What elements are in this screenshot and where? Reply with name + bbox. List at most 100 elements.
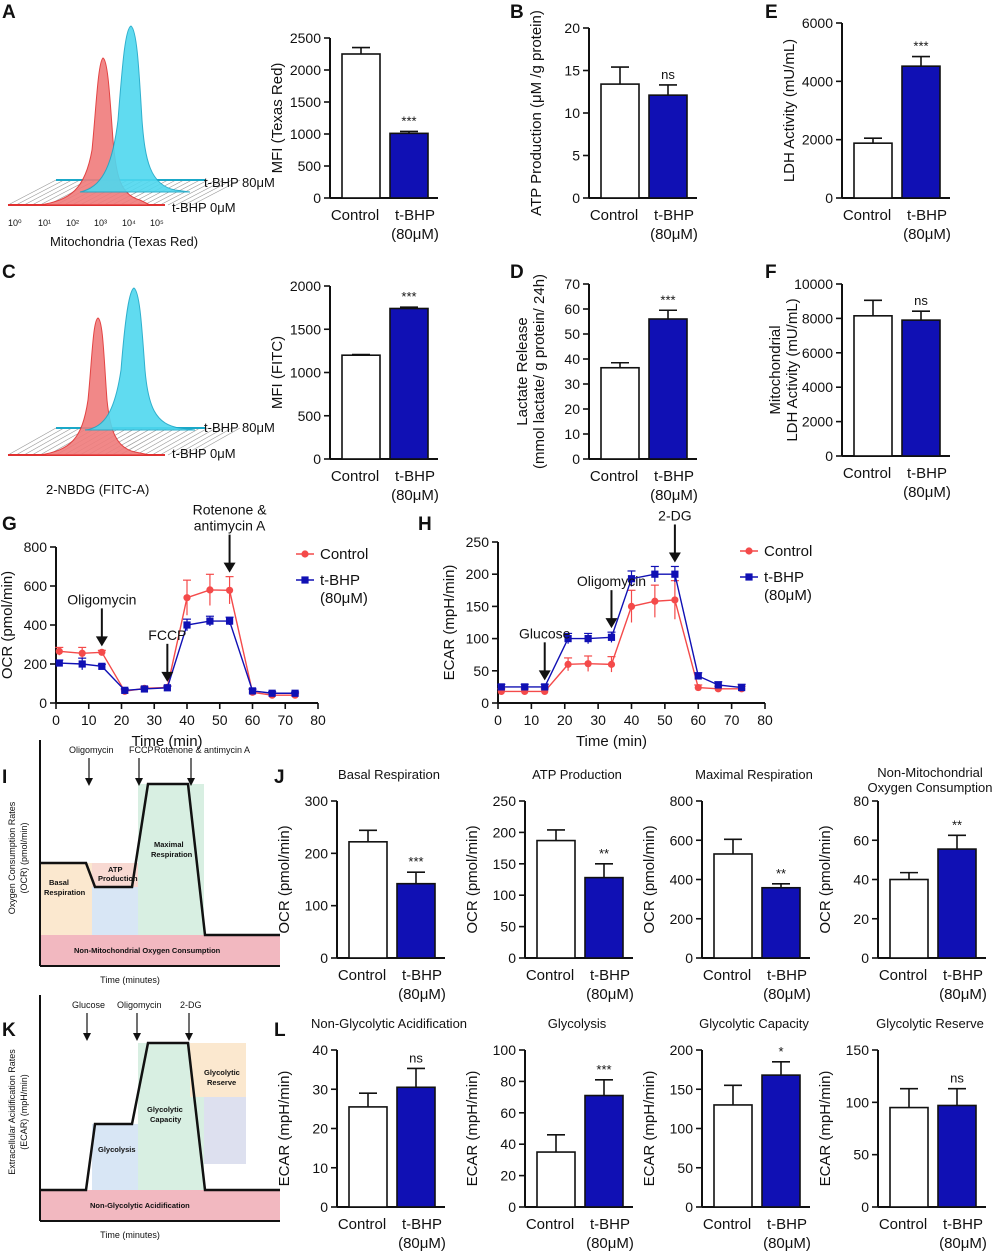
schematic-ocr-arrow-2	[135, 758, 143, 786]
gridA-line	[31, 179, 81, 206]
y-tick-label-J4: 80	[853, 793, 869, 809]
bar-chart-j1: 0 100 200 300 *** Control t-BHP (80μM) OCR (pmol…	[276, 767, 446, 1003]
significance-B: ns	[661, 67, 675, 82]
histogram-c: t-BHP 80μM t-BHP 0μM 2-NBDG (FITC-A)	[7, 287, 275, 497]
series-point-control-H	[584, 660, 592, 668]
schematic-ocr-atp-2: Production	[98, 874, 138, 883]
y-tick-label-B: 20	[564, 20, 580, 36]
x-tick-label-H: 50	[657, 712, 673, 728]
y-label-J1: OCR (pmol/min)	[276, 825, 293, 933]
schematic-ecar-capacity-2: Capacity	[150, 1115, 182, 1124]
y-label-H: ECAR (mpH/min)	[441, 565, 458, 681]
x-label-tbhp-L1: t-BHP	[402, 1216, 442, 1233]
annotation-arrowhead-0-H	[538, 670, 551, 681]
y-tick-label-L1: 20	[312, 1121, 328, 1137]
x-tick-label-H: 60	[690, 712, 706, 728]
y-tick-label-G: 800	[24, 539, 48, 555]
histogram-a-tick-5: 10⁵	[150, 218, 164, 228]
schematic-ecar-reserve-lower	[204, 1097, 246, 1164]
y-tick-label-H: 150	[466, 598, 490, 614]
gridC-line	[127, 427, 177, 456]
gridA-line	[23, 179, 73, 206]
y-tick-label-J1: 100	[305, 898, 329, 914]
series-point-tbhp-H	[738, 683, 746, 692]
x-tick-label-H: 0	[494, 712, 502, 728]
gridA-line	[7, 179, 57, 206]
series-point-tbhp-G	[291, 689, 299, 697]
y-tick-label-J1: 200	[305, 845, 329, 861]
x-label-conc-C: (80μM)	[391, 487, 439, 504]
x-label-tbhp-D: t-BHP	[654, 468, 694, 485]
series-point-tbhp-H	[607, 633, 616, 641]
bar-chart-l2: 0 20 40 60 80 100 *** Control t-BHP (80μM) ECAR (m…	[464, 1016, 634, 1252]
chart-title-J4: Non-Mitochondrial	[877, 765, 983, 780]
x-tick-label-H: 40	[624, 712, 640, 728]
x-label-control-J4: Control	[879, 967, 927, 984]
schematic-ocr-maximal-2: Respiration	[151, 850, 193, 859]
x-label-control-J3: Control	[703, 967, 751, 984]
y-tick-label-E: 0	[825, 190, 833, 206]
significance-J2: **	[599, 846, 609, 861]
histogram-a-xlabel: Mitochondria (Texas Red)	[50, 234, 198, 249]
y-tick-label-J1: 300	[305, 793, 329, 809]
y-label-F: Mitochondrial	[767, 325, 784, 414]
y-label-J4: OCR (pmol/min)	[817, 825, 834, 933]
x-label-tbhp-B: t-BHP	[654, 207, 694, 224]
bar-chart-b: 0 5 10 15 20 ns Control t-BHP (80μM) ATP Producti…	[528, 10, 698, 243]
y-tick-label-E: 6000	[802, 15, 833, 31]
x-label-tbhp-L3: t-BHP	[767, 1216, 807, 1233]
histogram-a-cyan-peak	[79, 25, 191, 193]
series-point-tbhp-H	[627, 575, 636, 583]
x-label-conc-D: (80μM)	[650, 487, 698, 504]
y-tick-label-F: 4000	[802, 379, 833, 395]
schematic-ecar-glycolysis: Glycolysis	[98, 1145, 136, 1154]
gridC-line	[191, 427, 241, 456]
y-tick-label-J1: 0	[320, 950, 328, 966]
schematic-ocr-inj-fccp: FCCP	[129, 745, 154, 755]
y-tick-label-L4: 50	[853, 1147, 869, 1163]
schematic-ocr: Oligomycin FCCP Rotenone & antimycin A B…	[7, 740, 280, 985]
y-tick-label-J2: 0	[508, 950, 516, 966]
y-tick-label-J2: 100	[493, 887, 517, 903]
schematic-ocr-xlabel: Time (minutes)	[100, 975, 160, 985]
schematic-ecar-xlabel: Time (minutes)	[100, 1230, 160, 1240]
y-tick-label-L1: 30	[312, 1081, 328, 1097]
legend-label-control-G: Control	[320, 546, 368, 563]
y-tick-label-L4: 150	[846, 1042, 870, 1058]
y-tick-label-L3: 200	[670, 1042, 694, 1058]
x-label-control-L1: Control	[338, 1216, 386, 1233]
bar-tbhp-L1	[396, 1086, 436, 1208]
schematic-ocr-atp-region	[92, 863, 138, 887]
series-point-tbhp-H	[694, 672, 702, 680]
y-label-2-D: (mmol lactate/ g protein/ 24h)	[531, 274, 548, 469]
significance-E: ***	[913, 39, 928, 54]
y-tick-label-A: 2500	[290, 30, 321, 46]
y-tick-label-J2: 50	[500, 919, 516, 935]
y-tick-label-D: 20	[564, 401, 580, 417]
bar-chart-j2: 0 50 100 150 200 250 ** Control t-BHP (80μM) OCR (…	[464, 767, 634, 1003]
gridC-line	[31, 427, 81, 456]
y-tick-label-C: 1500	[290, 321, 321, 337]
y-tick-label-F: 2000	[802, 414, 833, 430]
bar-control-D	[600, 366, 640, 460]
significance-L1: ns	[409, 1050, 423, 1065]
y-tick-label-L2: 0	[508, 1199, 516, 1215]
series-point-control-H	[564, 660, 572, 668]
y-tick-label-G: 200	[24, 656, 48, 672]
y-tick-label-L2: 80	[500, 1073, 516, 1089]
x-tick-label-G: 40	[179, 712, 195, 728]
panel-label-h: H	[418, 514, 432, 535]
x-label-G: Time (min)	[131, 733, 202, 750]
y-tick-label-J3: 600	[670, 832, 694, 848]
x-label-conc-J4: (80μM)	[939, 986, 987, 1003]
histogram-a-label-high: t-BHP 80μM	[204, 175, 275, 190]
y-tick-label-J3: 200	[670, 911, 694, 927]
legend-label-conc-H: (80μM)	[764, 587, 812, 604]
series-point-tbhp-G	[121, 686, 129, 694]
panel-label-f: F	[765, 262, 777, 283]
y-tick-label-H: 100	[466, 631, 490, 647]
x-label-control-L4: Control	[879, 1216, 927, 1233]
y-tick-label-E: 4000	[802, 73, 833, 89]
gridC-line	[151, 427, 201, 456]
